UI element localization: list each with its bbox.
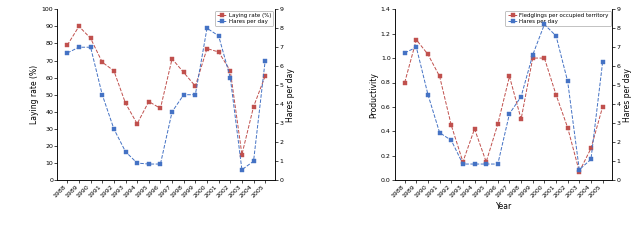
- Hares per day: [262, 59, 269, 62]
- Hares per day: [122, 150, 130, 153]
- Fledglings per occupied territory: [424, 53, 432, 56]
- Hares per day: [203, 27, 211, 30]
- Laying rate (%): [238, 153, 246, 156]
- Hares per day: [436, 131, 443, 134]
- Laying rate (%): [249, 105, 257, 108]
- Hares per day: [249, 160, 257, 163]
- Hares per day: [506, 112, 514, 115]
- Hares per day: [110, 128, 117, 130]
- Fledglings per occupied territory: [494, 123, 501, 125]
- Laying rate (%): [98, 61, 106, 64]
- Legend: Fledglings per occupied territory, Hares per day: Fledglings per occupied territory, Hares…: [505, 11, 611, 27]
- Fledglings per occupied territory: [598, 106, 606, 108]
- Hares per day: [145, 163, 152, 165]
- Laying rate (%): [64, 44, 71, 46]
- Line: Laying rate (%): Laying rate (%): [65, 24, 267, 156]
- Hares per day: [564, 80, 572, 83]
- X-axis label: Year: Year: [496, 202, 512, 211]
- Hares per day: [215, 34, 223, 37]
- Fledglings per occupied territory: [401, 81, 408, 84]
- Laying rate (%): [203, 47, 211, 50]
- Fledglings per occupied territory: [447, 124, 455, 127]
- Hares per day: [424, 93, 432, 96]
- Y-axis label: Hares per day: Hares per day: [623, 68, 632, 122]
- Line: Hares per day: Hares per day: [65, 26, 267, 172]
- Y-axis label: Productivity: Productivity: [369, 72, 378, 118]
- Laying rate (%): [180, 71, 188, 74]
- Hares per day: [226, 76, 234, 79]
- Fledglings per occupied territory: [471, 128, 478, 130]
- Legend: Laying rate (%), Hares per day: Laying rate (%), Hares per day: [215, 11, 274, 27]
- Hares per day: [98, 93, 106, 96]
- Hares per day: [553, 34, 560, 37]
- Hares per day: [401, 52, 408, 54]
- Laying rate (%): [110, 69, 117, 72]
- Fledglings per occupied territory: [459, 161, 467, 163]
- Hares per day: [598, 61, 606, 64]
- Fledglings per occupied territory: [553, 93, 560, 96]
- Fledglings per occupied territory: [575, 170, 583, 173]
- Hares per day: [191, 93, 199, 96]
- Hares per day: [238, 168, 246, 171]
- Laying rate (%): [226, 69, 234, 72]
- Hares per day: [156, 163, 164, 165]
- Hares per day: [133, 162, 141, 164]
- Laying rate (%): [145, 100, 152, 103]
- Laying rate (%): [75, 25, 83, 28]
- Hares per day: [413, 46, 420, 49]
- Fledglings per occupied territory: [587, 147, 595, 150]
- Laying rate (%): [168, 58, 176, 60]
- Hares per day: [540, 23, 548, 26]
- Hares per day: [494, 163, 501, 165]
- Laying rate (%): [87, 37, 94, 40]
- Hares per day: [87, 46, 94, 49]
- Hares per day: [587, 158, 595, 161]
- Laying rate (%): [262, 75, 269, 77]
- Hares per day: [517, 95, 525, 98]
- Fledglings per occupied territory: [529, 57, 537, 59]
- Hares per day: [482, 163, 490, 165]
- Hares per day: [575, 168, 583, 171]
- Laying rate (%): [215, 51, 223, 53]
- Line: Hares per day: Hares per day: [403, 22, 605, 172]
- Fledglings per occupied territory: [482, 161, 490, 163]
- Laying rate (%): [191, 85, 199, 88]
- Hares per day: [75, 46, 83, 49]
- Hares per day: [471, 163, 478, 165]
- Hares per day: [459, 163, 467, 165]
- Laying rate (%): [156, 107, 164, 110]
- Hares per day: [529, 53, 537, 56]
- Fledglings per occupied territory: [564, 126, 572, 129]
- Y-axis label: Laying rate (%): Laying rate (%): [30, 65, 39, 124]
- Y-axis label: Hares per day: Hares per day: [286, 68, 295, 122]
- Fledglings per occupied territory: [436, 75, 443, 78]
- Fledglings per occupied territory: [413, 38, 420, 41]
- Hares per day: [64, 52, 71, 54]
- Hares per day: [447, 139, 455, 142]
- Hares per day: [168, 110, 176, 113]
- Hares per day: [180, 93, 188, 96]
- Fledglings per occupied territory: [506, 75, 514, 78]
- Laying rate (%): [122, 102, 130, 105]
- Laying rate (%): [133, 122, 141, 125]
- Line: Fledglings per occupied territory: Fledglings per occupied territory: [403, 38, 605, 173]
- Fledglings per occupied territory: [540, 57, 548, 59]
- Fledglings per occupied territory: [517, 118, 525, 121]
